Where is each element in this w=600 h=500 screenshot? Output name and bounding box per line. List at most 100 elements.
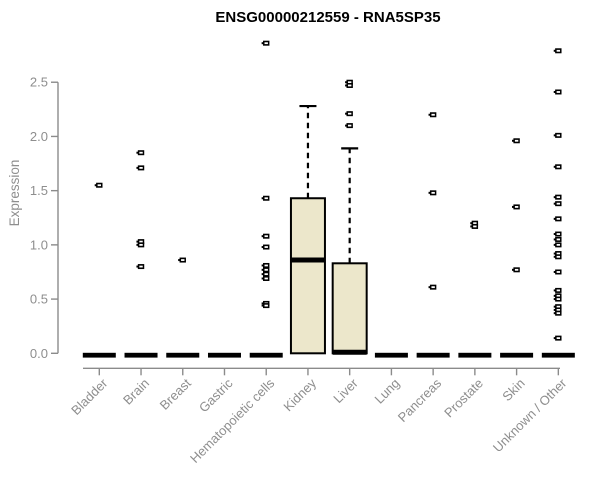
outlier-point — [261, 40, 270, 46]
outlier-point — [553, 269, 562, 275]
outlier-nub — [553, 233, 556, 236]
plot-area: 0.0 0.5 1.0 1.5 2.0 2.5 Bladder Brain Breast Gast… — [30, 40, 575, 466]
outlier-slit — [556, 165, 561, 168]
outlier-slit — [264, 273, 268, 276]
outlier-point — [94, 182, 103, 188]
outlier-slit — [473, 225, 477, 228]
outlier-slit — [556, 196, 561, 199]
x-category-label: Gastric — [196, 375, 236, 415]
outlier-nub — [553, 217, 556, 220]
outlier-point — [553, 236, 562, 242]
outlier-point — [136, 150, 145, 156]
outlier-point — [553, 216, 562, 222]
outlier-nub — [261, 268, 264, 271]
outlier-point — [428, 284, 437, 290]
outlier-slit — [97, 184, 101, 187]
outlier-nub — [261, 277, 264, 280]
outlier-slit — [264, 235, 268, 238]
outlier-nub — [553, 238, 556, 241]
outlier-point — [512, 267, 520, 273]
outlier-slit — [556, 243, 561, 246]
box-kidney — [289, 197, 326, 355]
y-tick-label: 1.0 — [30, 237, 48, 252]
x-category-label: Brain — [120, 376, 152, 408]
x-category-label: Skin — [499, 376, 527, 404]
outlier-nub — [553, 270, 556, 273]
outlier-point — [553, 89, 562, 95]
collapsed-box-skin — [500, 352, 534, 358]
outlier-point — [512, 138, 520, 144]
outlier-point — [261, 275, 270, 281]
x-category-label: Unknown / Other — [490, 375, 570, 455]
x-category-label: Liver — [330, 375, 361, 406]
outlier-point — [553, 307, 562, 313]
x-category-label: Lung — [371, 376, 402, 407]
outlier-slit — [347, 84, 352, 87]
outlier-point — [553, 254, 562, 260]
collapsed-box-brain — [124, 352, 158, 358]
outlier-nub — [553, 49, 556, 52]
collapsed-box-prostate — [458, 352, 492, 358]
x-category-label: Pancreas — [395, 375, 445, 425]
outlier-slit — [514, 206, 519, 208]
outlier-slit — [556, 202, 561, 205]
collapsed-box-breast — [166, 352, 200, 358]
outlier-nub — [553, 337, 556, 340]
outlier-slit — [556, 271, 561, 273]
outlier-nub — [345, 124, 347, 127]
outlier-point — [553, 293, 562, 299]
outlier-point — [428, 112, 437, 118]
outlier-point — [470, 220, 479, 226]
outlier-nub — [136, 243, 139, 246]
outlier-nub — [261, 264, 264, 267]
outlier-nub — [512, 205, 514, 208]
outlier-nub — [553, 289, 556, 292]
outlier-slit — [139, 240, 143, 243]
outlier-nub — [261, 235, 264, 238]
x-category-label: Bladder — [68, 375, 111, 418]
outlier-nub — [553, 255, 556, 258]
outlier-nub — [261, 302, 264, 305]
collapsed-box-pancreas — [416, 352, 450, 358]
outlier-slit — [556, 294, 561, 297]
outlier-point — [553, 287, 562, 293]
y-axis-label: Expression — [7, 160, 22, 227]
outlier-slit — [556, 312, 561, 315]
outlier-slit — [556, 233, 561, 235]
outlier-point — [512, 204, 520, 210]
outlier-slit — [181, 259, 185, 261]
outlier-point — [136, 242, 145, 248]
outlier-point — [553, 304, 562, 310]
outlier-nub — [553, 312, 556, 315]
outlier-slit — [556, 305, 561, 308]
outlier-nub — [136, 265, 139, 268]
outlier-nub — [428, 286, 431, 289]
outlier-point — [261, 195, 270, 201]
outlier-point — [136, 165, 145, 171]
outlier-point — [553, 335, 562, 341]
outlier-nub — [94, 184, 97, 187]
outlier-point — [345, 111, 353, 117]
outlier-point — [261, 267, 270, 273]
outlier-slit — [556, 309, 561, 311]
outlier-slit — [431, 286, 435, 289]
outlier-slit — [264, 42, 268, 45]
outlier-nub — [553, 243, 556, 246]
outlier-nub — [470, 222, 473, 225]
outlier-slit — [431, 113, 435, 116]
outlier-point — [345, 123, 353, 129]
collapsed-box-lung — [374, 352, 408, 358]
outlier-point — [553, 251, 562, 257]
box-liver — [331, 262, 368, 355]
outlier-slit — [514, 268, 519, 271]
outlier-slit — [264, 264, 268, 267]
chart-title: ENSG00000212559 - RNA5SP35 — [215, 9, 440, 26]
y-tick-label: 0.0 — [30, 346, 48, 361]
outlier-nub — [512, 139, 514, 142]
outlier-nub — [553, 305, 556, 308]
outlier-slit — [556, 289, 561, 292]
outlier-point — [345, 82, 353, 88]
outlier-slit — [556, 252, 561, 255]
outlier-point — [261, 262, 270, 268]
